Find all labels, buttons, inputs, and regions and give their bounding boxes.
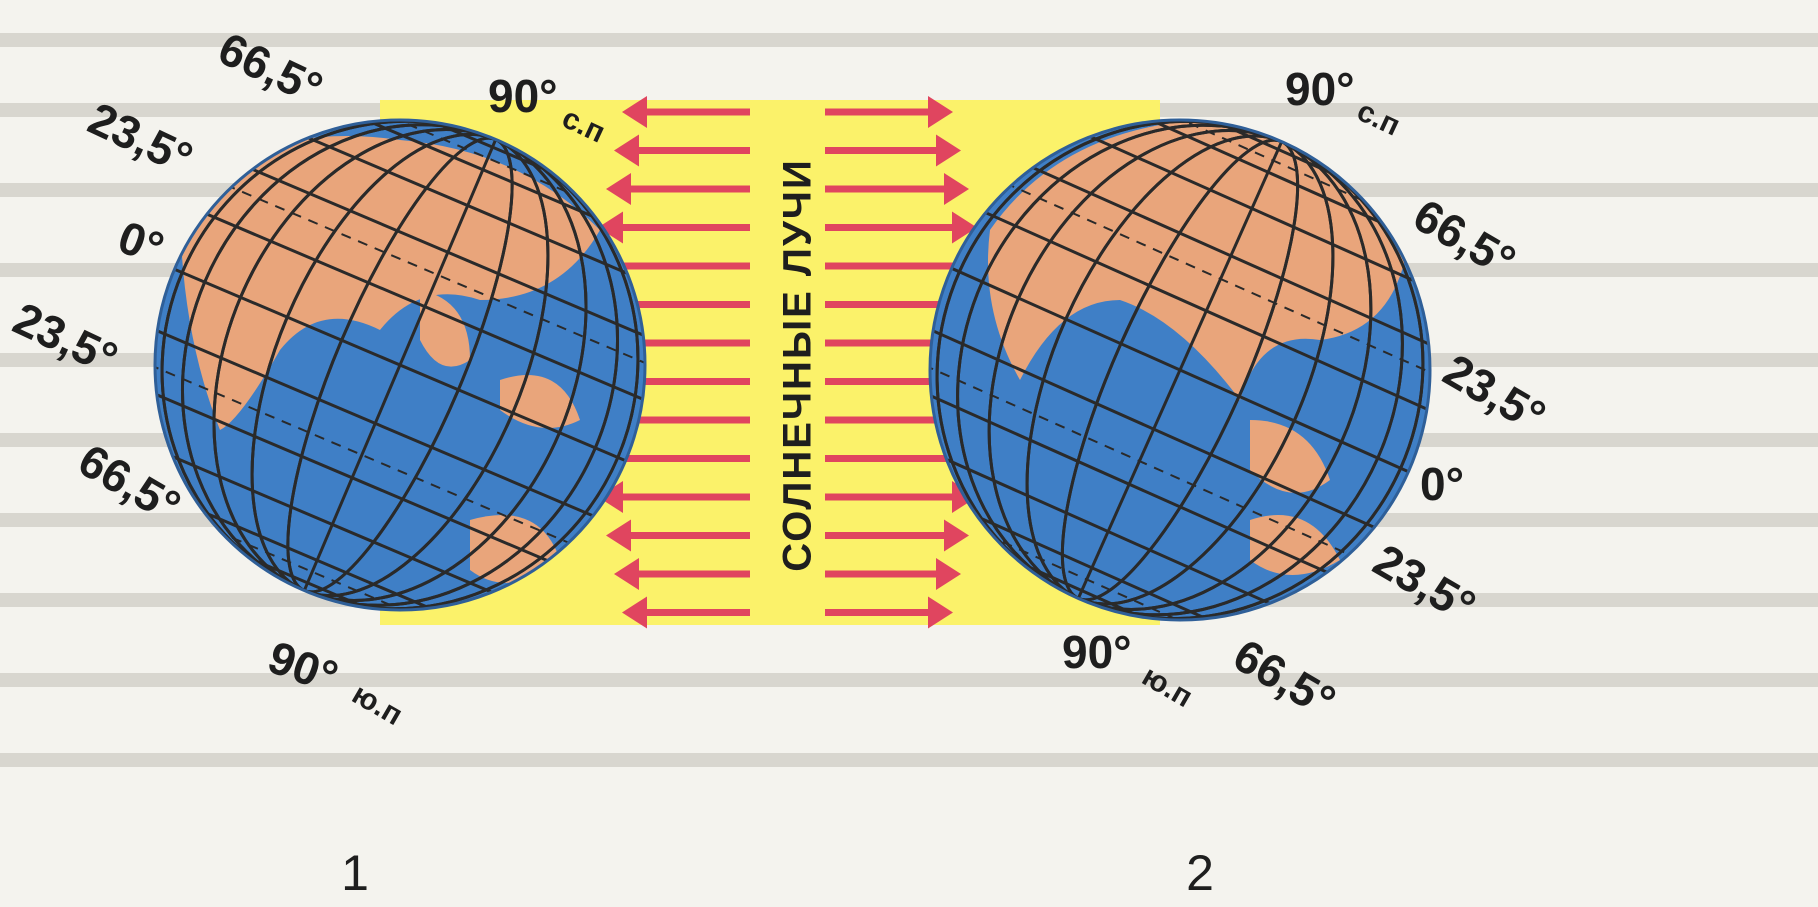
tropic-line [955,160,1430,398]
globe-rim [153,118,647,612]
arrow-head [936,558,961,590]
parallel [155,252,645,478]
latitude-label: 0° [1420,458,1464,510]
land [1250,515,1340,575]
latitude-label: 90° [488,70,558,122]
parallel [965,136,1430,376]
land [470,515,560,583]
arrow-head [944,173,969,205]
parallel [930,250,1430,490]
tropic-line [930,460,1353,620]
parallel [184,139,645,365]
parallel [155,310,639,537]
tropic-line [1007,120,1430,280]
parallel [161,193,645,420]
parallel [930,448,1358,620]
tropic-line [175,162,645,388]
parallel [219,120,645,283]
parallel [229,120,645,260]
parallel [1002,120,1430,292]
latitude-label: 23,5° [1365,534,1484,633]
arrow-head [614,134,639,167]
parallel [930,309,1420,549]
arrow-head [614,558,639,590]
rays-label: СОЛНЕЧНЫЕ ЛУЧИ [776,158,820,571]
land [1250,420,1330,493]
land [180,136,600,430]
arrow-head [598,481,623,513]
tropic-line [930,342,1405,580]
globe-rim [928,118,1432,622]
tropic-line [155,342,625,568]
latitude-label: 90° [1285,63,1355,115]
arrow-head [598,211,623,244]
latitude-label: 66,5° [1225,629,1344,728]
parallel [155,447,581,610]
pole-label: ю.п [1137,659,1199,714]
globe-number: 1 [341,845,369,901]
latitude-label: 90° [262,631,345,704]
parallel [1012,120,1430,269]
pole-label: с.п [1352,94,1405,142]
arrow-head [936,134,961,167]
arrow-head [944,519,969,552]
globe [153,118,647,612]
parallel [940,191,1430,431]
arrow-head [606,173,631,205]
arrow-head [622,96,647,128]
arrow-head [928,596,953,629]
parallel [930,364,1395,604]
arrow-head [606,519,631,552]
parallel [930,471,1348,620]
globe-number: 2 [1186,845,1214,901]
latitude-label: 90° [1062,626,1132,678]
arrow-head [952,211,977,244]
latitude-label: 23,5° [6,292,126,385]
parallel [155,470,571,610]
parallel [155,365,616,591]
arrow-head [622,596,647,629]
globe [928,118,1432,622]
arrow-head [928,96,953,128]
